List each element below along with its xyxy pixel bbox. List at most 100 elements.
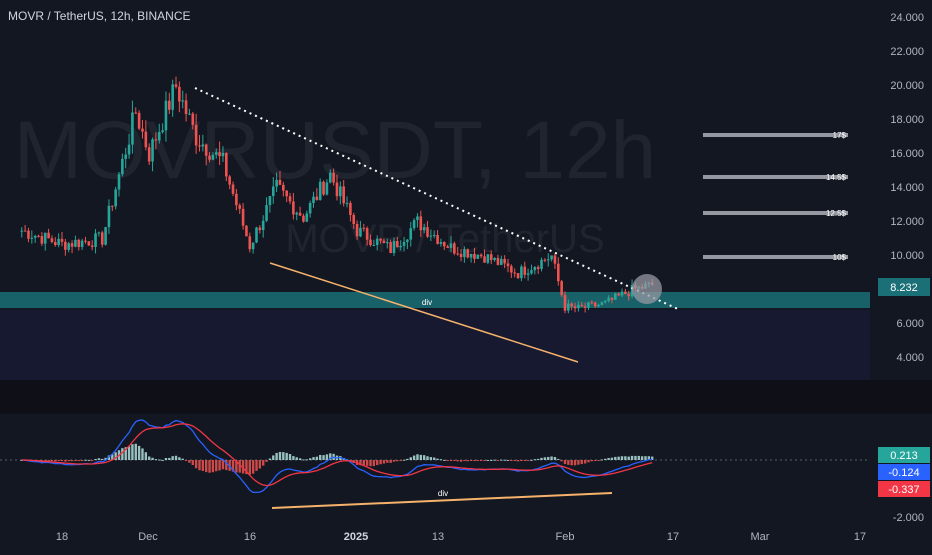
candle-body bbox=[487, 254, 490, 262]
macd-histogram-bar bbox=[78, 460, 80, 461]
macd-histogram-bar bbox=[467, 460, 469, 461]
candle-body bbox=[460, 254, 463, 257]
candle-body bbox=[302, 216, 305, 222]
macd-histogram-bar bbox=[182, 459, 184, 460]
macd-divergence-label: div bbox=[438, 489, 448, 498]
macd-histogram-bar bbox=[188, 460, 190, 463]
macd-histogram-bar bbox=[581, 460, 583, 464]
candle-body bbox=[477, 255, 480, 259]
candle-body bbox=[443, 242, 446, 246]
candle-body bbox=[84, 241, 87, 242]
macd-histogram-bar bbox=[560, 460, 562, 461]
macd-histogram-bar bbox=[534, 459, 536, 460]
signal-value: -0.124 bbox=[888, 467, 919, 479]
macd-histogram-bar bbox=[631, 456, 633, 460]
macd-histogram-bar bbox=[205, 460, 207, 472]
macd-histogram-bar bbox=[279, 452, 281, 460]
price-divergence-label: div bbox=[422, 298, 432, 307]
candle-body bbox=[339, 186, 342, 196]
macd-histogram-bar bbox=[490, 460, 492, 461]
macd-histogram-bar bbox=[302, 459, 304, 460]
macd-histogram-bar bbox=[537, 459, 539, 460]
macd-histogram-bar bbox=[587, 460, 589, 462]
time-label-year: 2025 bbox=[344, 531, 368, 543]
candle-body bbox=[534, 267, 537, 270]
candle-body bbox=[483, 256, 486, 262]
macd-histogram-bar bbox=[410, 457, 412, 460]
candle-body bbox=[473, 254, 476, 259]
candle-body bbox=[597, 305, 600, 306]
macd-histogram-bar bbox=[74, 460, 76, 461]
macd-histogram-bar bbox=[299, 458, 301, 460]
candle-body bbox=[262, 221, 265, 230]
macd-histogram-bar bbox=[51, 460, 53, 461]
candle-body bbox=[342, 186, 345, 203]
macd-histogram-bar bbox=[198, 460, 200, 470]
macd-histogram-bar bbox=[135, 444, 137, 460]
candle-body bbox=[118, 174, 121, 189]
candle-body bbox=[523, 267, 526, 275]
macd-histogram-bar bbox=[644, 456, 646, 460]
candle-body bbox=[567, 304, 570, 311]
candle-body bbox=[158, 132, 161, 140]
candle-body bbox=[165, 101, 168, 131]
candle-body bbox=[446, 246, 449, 248]
candle-body bbox=[81, 241, 84, 247]
macd-histogram-bar bbox=[514, 460, 516, 461]
macd-histogram-bar bbox=[557, 459, 559, 460]
current-price-value: 8.232 bbox=[890, 282, 918, 294]
macd-histogram-bar bbox=[450, 460, 452, 461]
candle-body bbox=[607, 298, 610, 301]
macd-histogram-bar bbox=[285, 453, 287, 460]
macd-histogram-bar bbox=[554, 457, 556, 460]
candle-body bbox=[289, 196, 292, 201]
candle-body bbox=[517, 273, 520, 278]
price-tick: 20.000 bbox=[890, 80, 924, 92]
candle-body bbox=[349, 203, 352, 215]
macd-histogram-bar bbox=[383, 460, 385, 464]
macd-histogram-bar bbox=[101, 459, 103, 460]
candle-body bbox=[57, 239, 60, 245]
macd-histogram-bar bbox=[416, 454, 418, 460]
candle-body bbox=[503, 259, 506, 263]
macd-histogram-bar bbox=[84, 460, 86, 461]
macd-histogram-bar bbox=[601, 459, 603, 460]
candle-body bbox=[322, 182, 325, 195]
candle-body bbox=[617, 294, 620, 296]
candle-body bbox=[134, 113, 137, 114]
watermark-pair: MOVR / TetherUS bbox=[285, 217, 604, 261]
candle-body bbox=[124, 155, 127, 159]
macd-histogram-bar bbox=[366, 460, 368, 466]
candle-body bbox=[316, 197, 319, 200]
macd-histogram-bar bbox=[420, 455, 422, 460]
symbol-title: MOVR / TetherUS, 12h, BINANCE bbox=[8, 9, 191, 23]
macd-histogram-bar bbox=[272, 455, 274, 460]
candle-body bbox=[121, 159, 124, 174]
candle-body bbox=[580, 305, 583, 306]
macd-histogram-bar bbox=[265, 460, 267, 462]
candle-body bbox=[403, 242, 406, 246]
macd-histogram-bar bbox=[520, 460, 522, 461]
candle-body bbox=[74, 240, 77, 247]
candle-body bbox=[185, 100, 188, 114]
macd-histogram-bar bbox=[594, 460, 596, 461]
macd-histogram-bar bbox=[413, 456, 415, 460]
macd-histogram-bar bbox=[47, 460, 49, 461]
candle-body bbox=[554, 255, 557, 263]
macd-histogram-bar bbox=[507, 460, 509, 461]
macd-histogram-bar bbox=[389, 460, 391, 463]
macd-histogram-bar bbox=[292, 456, 294, 460]
candle-body bbox=[295, 213, 298, 215]
candle-body bbox=[131, 113, 134, 145]
macd-histogram-bar bbox=[547, 457, 549, 460]
macd-histogram-bar bbox=[604, 459, 606, 460]
candle-body bbox=[67, 243, 70, 250]
macd-histogram-bar bbox=[607, 458, 609, 460]
macd-histogram-bar bbox=[185, 460, 187, 461]
candle-body bbox=[550, 255, 553, 259]
target-label-17: 17$ bbox=[833, 131, 847, 140]
macd-histogram-bar bbox=[296, 457, 298, 460]
macd-histogram-bar bbox=[550, 456, 552, 460]
